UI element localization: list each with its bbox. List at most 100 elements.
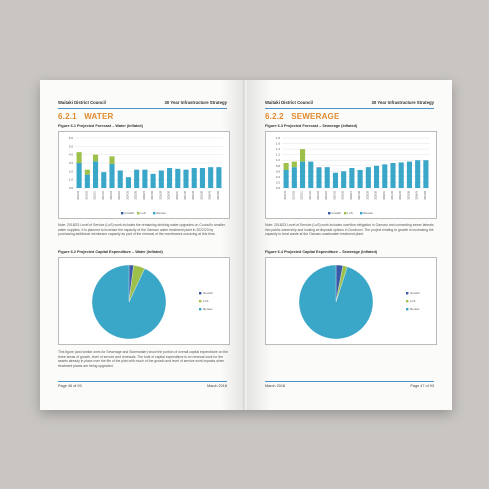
x-tick-label: 2021/22 — [102, 190, 105, 199]
bar-chart-sewerage: 0.0 0.2 0.4 0.6 0.8 1.0 1.2 1.4 1.6 1.8 2018/19 201… — [265, 131, 437, 219]
x-tick-label: 2029/30 — [375, 190, 378, 199]
y-tick-label: 4.0 — [69, 153, 74, 157]
bar-chart-water: 0.0 1.0 2.0 3.0 4.0 5.0 6.0 2018/19 2019/20 2020/… — [58, 131, 230, 219]
legend-label: Renew — [156, 211, 166, 215]
x-tick-label: 2023/24 — [325, 190, 328, 199]
bar-los — [283, 163, 289, 170]
page-footer: Page 46 of 93 March 2018 — [58, 381, 227, 390]
bar-renew — [183, 169, 189, 188]
book-spine — [243, 80, 249, 410]
bar-renew — [324, 167, 330, 188]
x-tick-label: 2020/21 — [301, 190, 304, 199]
bar-growth — [316, 167, 322, 168]
left-page: Waitaki District Council 30 Year Infrast… — [40, 80, 245, 410]
header-council-name: Waitaki District Council — [58, 100, 106, 105]
bar-los — [93, 154, 99, 162]
bar-renew — [199, 168, 205, 188]
header-doc-title: 30 Year Infrastructure Strategy — [371, 100, 435, 105]
bar-renew — [365, 167, 371, 188]
x-tick-label: 2019/20 — [85, 190, 88, 199]
x-tick-label: 2024/25 — [126, 190, 129, 199]
x-tick-label: 2018/19 — [77, 190, 80, 199]
x-tick-label: 2028/29 — [159, 190, 162, 199]
legend-swatch — [137, 212, 140, 215]
pie-chart-svg: Growth LoS Renew — [91, 264, 213, 340]
y-tick-label: 0.6 — [276, 169, 281, 173]
x-tick-label: 2038/43 — [416, 190, 419, 199]
bar-renew — [117, 170, 123, 188]
x-tick-label: 2031/32 — [391, 190, 394, 199]
bar-renew — [415, 160, 421, 188]
section-number: 6.2.1 — [58, 112, 77, 121]
bar-renew — [208, 167, 214, 188]
legend-swatch — [199, 292, 202, 295]
legend-label: Renew — [410, 307, 420, 311]
x-tick-label: 2032/33 — [399, 190, 402, 199]
bar-renew — [341, 171, 347, 188]
y-tick-label: 1.0 — [69, 178, 74, 182]
y-tick-label: 1.2 — [276, 153, 281, 157]
bar-renew — [175, 168, 181, 188]
figure-title: Figure 6.2 Projected Capital Expenditure… — [58, 250, 163, 254]
bar-renew — [349, 168, 355, 188]
legend-swatch — [153, 212, 156, 215]
x-tick-label: 2021/22 — [309, 190, 312, 199]
bar-renew — [84, 174, 90, 188]
bar-renew — [101, 172, 107, 188]
legend-swatch — [121, 212, 124, 215]
x-tick-label: 2019/20 — [292, 190, 295, 199]
page-header: Waitaki District Council 30 Year Infrast… — [265, 100, 434, 109]
bar-chart-svg: 0.0 1.0 2.0 3.0 4.0 5.0 6.0 2018/19 2019/20 2020/… — [69, 136, 223, 215]
bar-renew — [216, 167, 222, 188]
pie-chart-water: Growth LoS Renew — [58, 257, 230, 345]
x-tick-label: 2022/23 — [317, 190, 320, 199]
page-footer: March 2018 Page 47 of 93 — [265, 381, 434, 390]
bar-renew — [291, 167, 297, 188]
y-tick-label: 0.2 — [276, 180, 281, 184]
legend-label: Renew — [203, 307, 213, 311]
header-doc-title: 30 Year Infrastructure Strategy — [164, 100, 228, 105]
legend-swatch — [199, 308, 202, 311]
y-tick-label: 0.0 — [69, 186, 74, 190]
figure-title: Figure 6.1 Projected Forecast – Water (I… — [58, 124, 143, 128]
x-tick-label: 2038/43 — [209, 190, 212, 199]
y-tick-label: 6.0 — [69, 136, 74, 140]
bar-renew — [109, 163, 115, 188]
bar-renew — [398, 162, 404, 188]
bar-chart-svg: 0.0 0.20.4 0.60.8 1.01.2 1.41.6 1.8 2018/19 201… — [276, 136, 430, 215]
x-tick-label: 2024/25 — [333, 190, 336, 199]
x-tick-label: 2030/31 — [176, 190, 179, 199]
bar-renew — [167, 168, 173, 188]
legend-label: LoS — [347, 211, 352, 215]
bar-los — [300, 149, 306, 162]
footer-date: March 2018 — [206, 384, 227, 388]
bar-los — [109, 156, 115, 164]
bar-renew — [300, 161, 306, 188]
page-header: Waitaki District Council 30 Year Infrast… — [58, 100, 227, 109]
x-tick-label: 2027/28 — [151, 190, 154, 199]
x-tick-label: 2033/38 — [407, 190, 410, 199]
legend-swatch — [406, 292, 409, 295]
bar-renew — [423, 160, 429, 188]
bar-renew — [150, 173, 156, 188]
x-tick-label: 2032/33 — [192, 190, 195, 199]
legend-label: Growth — [410, 291, 420, 295]
x-tick-label: 2029/30 — [168, 190, 171, 199]
bar-renew — [316, 168, 322, 188]
x-tick-label: 2031/32 — [184, 190, 187, 199]
right-page: Waitaki District Council 30 Year Infrast… — [247, 80, 452, 410]
bar-renew — [191, 168, 197, 188]
header-council-name: Waitaki District Council — [265, 100, 313, 105]
bar-renew — [357, 169, 363, 188]
x-tick-label: 2028/29 — [366, 190, 369, 199]
y-tick-label: 1.0 — [276, 158, 281, 162]
bar-renew — [374, 165, 380, 188]
x-tick-label: 2023/24 — [118, 190, 121, 199]
y-tick-label: 3.0 — [69, 161, 74, 165]
y-tick-label: 0.4 — [276, 175, 281, 179]
paragraph-note: Note: 2018/23 Level of Service (LoS) wor… — [265, 223, 434, 237]
bar-renew — [134, 169, 140, 188]
bar-renew — [142, 169, 148, 188]
x-tick-label: 2027/28 — [358, 190, 361, 199]
section-title: WATER — [84, 112, 114, 121]
